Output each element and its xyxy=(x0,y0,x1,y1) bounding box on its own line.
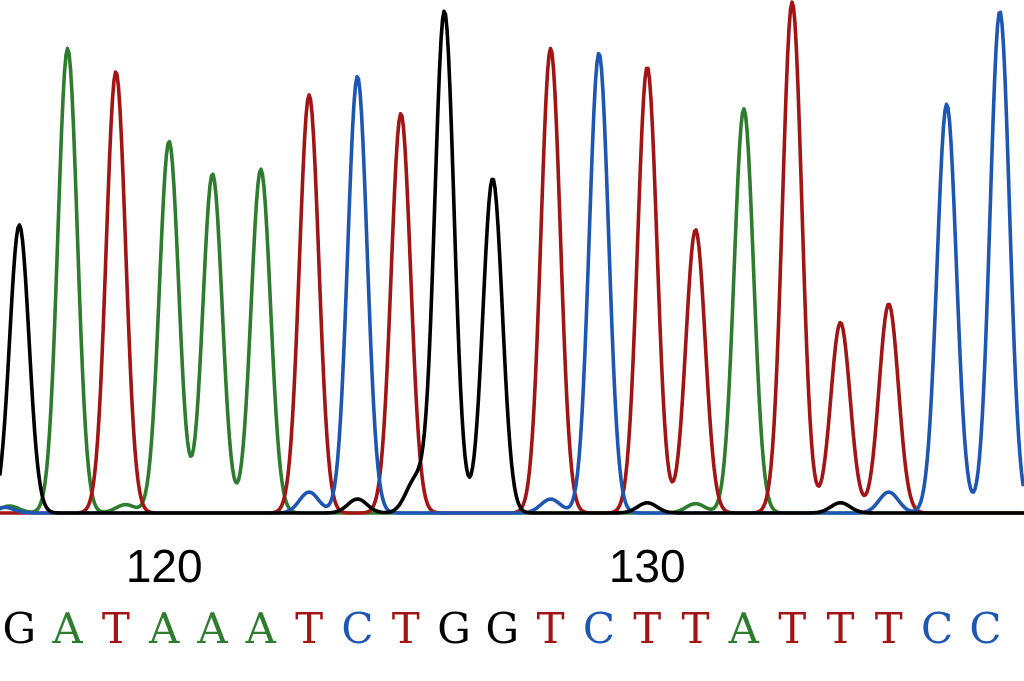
base-call-126: G xyxy=(437,604,471,653)
base-call-135: T xyxy=(875,604,903,653)
base-call-121: A xyxy=(196,604,228,653)
base-call-120: A xyxy=(148,604,180,653)
position-label-120: 120 xyxy=(126,540,203,592)
base-call-136: C xyxy=(921,604,953,653)
base-call-128: T xyxy=(537,604,565,653)
base-call-134: T xyxy=(826,604,854,653)
base-call-129: C xyxy=(583,604,615,653)
base-call-117: G xyxy=(3,604,37,653)
position-labels-layer: 120 130 xyxy=(126,540,686,592)
base-call-133: T xyxy=(778,604,806,653)
base-call-132: A xyxy=(728,604,760,653)
base-call-118: A xyxy=(51,604,83,653)
base-call-122: A xyxy=(245,604,277,653)
base-call-124: C xyxy=(341,604,373,653)
position-label-130: 130 xyxy=(609,540,686,592)
base-call-131: T xyxy=(681,604,709,653)
base-call-130: T xyxy=(633,604,661,653)
base-call-119: T xyxy=(102,604,130,653)
traces-layer xyxy=(0,0,1024,515)
base-call-125: T xyxy=(392,604,420,653)
trace-G xyxy=(0,9,1024,515)
base-call-127: G xyxy=(486,604,520,653)
base-call-137: C xyxy=(969,604,1001,653)
base-call-123: T xyxy=(295,604,323,653)
